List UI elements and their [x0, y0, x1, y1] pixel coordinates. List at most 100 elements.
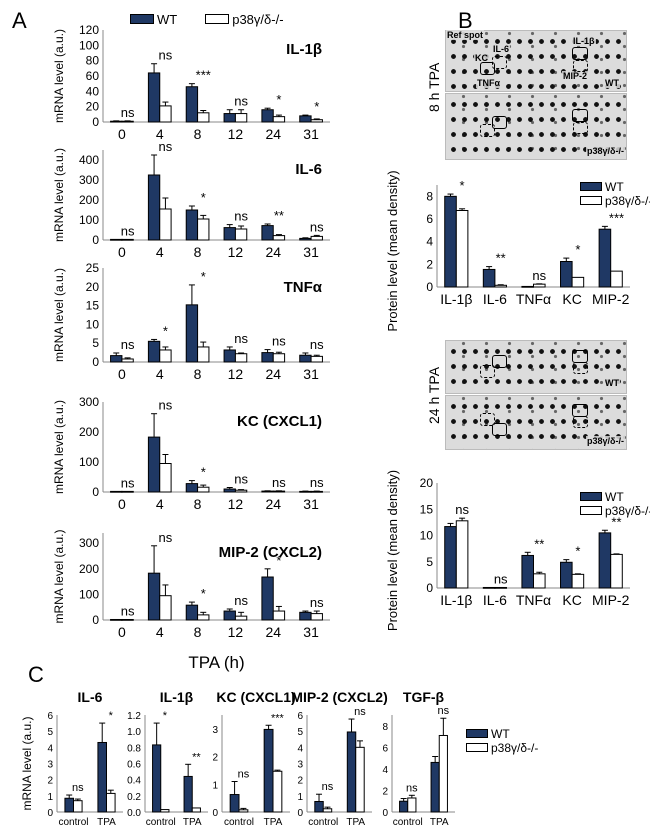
- x-tick-label: 12: [228, 624, 244, 640]
- legend-item-wt: WT: [580, 490, 650, 504]
- y-tick-label: 10: [420, 529, 434, 543]
- bar-wt: [185, 304, 199, 363]
- panel-label-a: A: [12, 8, 27, 33]
- x-axis-label: TPA (h): [188, 653, 244, 672]
- significance-label: ***: [271, 712, 285, 724]
- spot-box: [492, 56, 507, 69]
- spot-box: [573, 416, 588, 428]
- x-tick-label: 24: [265, 366, 281, 382]
- spot-box: [573, 122, 588, 134]
- bar-wt: [185, 209, 199, 241]
- x-tick-label: 12: [228, 126, 244, 142]
- legend-item-wt: WT: [466, 727, 538, 741]
- y-tick-label: 6: [426, 212, 433, 226]
- legend-label: p38γ/δ-/-: [232, 12, 284, 27]
- bar-ko: [234, 113, 248, 123]
- chart-title: KC (CXCL1): [216, 689, 295, 705]
- chart-2: 0 5 10 15 20 25 0 ns 4 * 8 * 12 ns 24 ns 31 ns TNFα mRNA le…: [52, 261, 330, 382]
- bar-wt: [147, 72, 161, 123]
- y-tick-label: 2: [297, 776, 303, 787]
- significance-label: *: [276, 553, 281, 568]
- y-axis-label: mRNA level (a.u.): [52, 400, 66, 494]
- blot-time-label-24h: 24 h TPA: [426, 366, 442, 424]
- y-tick-label: 1.0: [127, 727, 141, 738]
- y-tick-label: 0: [297, 808, 303, 819]
- y-tick-label: 6: [382, 743, 388, 754]
- significance-label: ns: [322, 781, 334, 793]
- bar-wt: [223, 349, 236, 363]
- spot-box: [492, 423, 507, 436]
- significance-label: *: [201, 269, 206, 284]
- bar-wt: [560, 561, 573, 589]
- bar-wt: [97, 741, 107, 813]
- blot-label-ko: p38γ/δ-/-: [586, 436, 625, 446]
- y-tick-label: 0: [47, 808, 53, 819]
- bar-ko: [322, 808, 333, 813]
- significance-label: *: [460, 178, 465, 193]
- y-tick-label: 3: [212, 725, 218, 736]
- chart-7: 0 1 2 3 4 5 6 control ns TPA * IL-6 mRNA level (a.u.…: [20, 689, 123, 828]
- legend-label: WT: [491, 727, 510, 741]
- bar-wt: [261, 352, 274, 363]
- y-tick-label: 8: [382, 722, 388, 733]
- y-tick-label: 20: [420, 476, 434, 490]
- significance-label: *: [201, 190, 206, 205]
- significance-label: ns: [121, 105, 135, 120]
- y-tick-label: 4: [47, 743, 53, 754]
- y-tick-label: 100: [79, 38, 99, 52]
- x-tick-label: 0: [118, 366, 126, 382]
- significance-label: *: [276, 92, 281, 107]
- x-tick-label: 24: [265, 126, 281, 142]
- x-tick-label: control: [224, 817, 254, 828]
- y-tick-label: 0.0: [127, 808, 141, 819]
- bar-ko: [159, 463, 172, 493]
- bar-wt: [399, 800, 409, 813]
- significance-label: ns: [234, 593, 248, 608]
- y-tick-label: 15: [420, 502, 434, 516]
- y-tick-label: 0: [426, 581, 433, 595]
- legend-label: WT: [157, 12, 178, 27]
- chart-1: 0 100 200 300 400 0 ns 4 ns 8 * 12 ns 24 ** 31 ns IL-6 mRN…: [52, 139, 330, 260]
- bar-wt: [223, 610, 236, 621]
- significance-label: ns: [121, 337, 135, 352]
- bar-wt: [152, 744, 162, 813]
- bar-ko: [121, 618, 134, 621]
- bar-ko: [310, 119, 323, 123]
- bar-ko: [159, 349, 172, 363]
- x-tick-label: TPA: [430, 817, 449, 828]
- y-tick-label: 60: [86, 69, 100, 83]
- bar-wt: [185, 86, 199, 123]
- y-tick-label: 1: [297, 792, 303, 803]
- bar-ko: [310, 613, 323, 621]
- y-tick-label: 1: [212, 780, 218, 791]
- spot-box: [480, 365, 495, 378]
- significance-label: ns: [310, 595, 324, 610]
- bar-ko: [234, 228, 248, 241]
- y-tick-label: 5: [426, 555, 433, 569]
- significance-label: *: [163, 323, 168, 338]
- x-tick-label: 8: [194, 244, 202, 260]
- blot-label-wt: WT: [604, 378, 620, 388]
- y-axis-label: mRNA level (a.u.): [52, 268, 66, 362]
- x-tick-label: TPA: [264, 817, 283, 828]
- legend-label: WT: [605, 180, 624, 194]
- significance-label: ns: [159, 398, 173, 413]
- spot-box: [573, 362, 588, 374]
- legend-swatch-ko: [466, 743, 488, 752]
- bar-wt: [263, 728, 274, 813]
- x-tick-label: 8: [194, 126, 202, 142]
- significance-label: ns: [121, 223, 135, 238]
- bar-ko: [234, 615, 248, 621]
- significance-label: ns: [310, 219, 324, 234]
- chart-title: IL-6: [295, 161, 322, 178]
- y-axis-label: mRNA level (a.u.): [52, 29, 66, 123]
- legend-label: p38γ/δ-/-: [491, 741, 539, 755]
- x-tick-label: MIP-2: [592, 592, 630, 608]
- y-tick-label: 100: [79, 455, 99, 469]
- legend-item-ko: p38γ/δ-/-: [580, 504, 650, 518]
- x-tick-label: control: [308, 817, 338, 828]
- y-tick-label: 120: [79, 23, 99, 37]
- chart-title: KC (CXCL1): [237, 413, 322, 430]
- bar-wt: [598, 532, 612, 589]
- chart-5: 0 2 4 6 8 IL-1β * IL-6 ** TNFα ns KC * MIP-2 *** Protei…: [385, 170, 630, 332]
